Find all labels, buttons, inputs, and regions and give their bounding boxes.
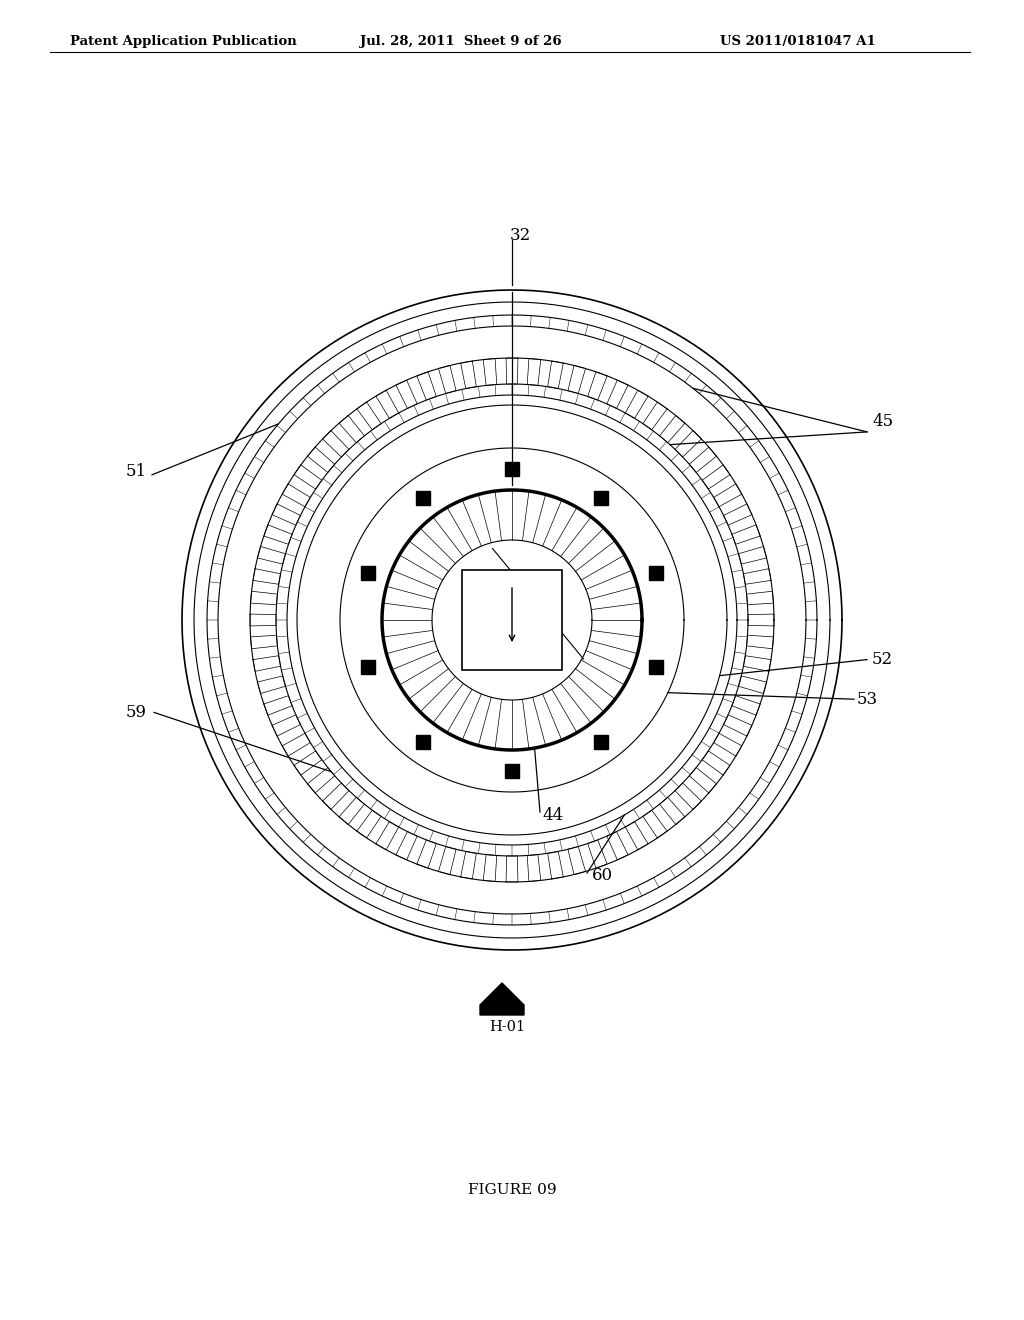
Polygon shape [307, 447, 335, 473]
Text: H-01: H-01 [488, 1020, 525, 1034]
Polygon shape [257, 546, 286, 564]
Bar [505, 764, 519, 777]
Polygon shape [283, 734, 310, 756]
Polygon shape [294, 751, 322, 775]
Polygon shape [250, 614, 276, 626]
Bar [594, 491, 608, 504]
Polygon shape [568, 366, 586, 393]
Polygon shape [746, 635, 773, 648]
Polygon shape [702, 465, 730, 488]
Polygon shape [251, 635, 278, 648]
Polygon shape [714, 734, 741, 756]
Polygon shape [272, 504, 300, 525]
Polygon shape [506, 855, 518, 882]
Polygon shape [689, 767, 717, 793]
Polygon shape [607, 380, 628, 408]
Text: 53: 53 [857, 690, 879, 708]
Polygon shape [527, 359, 541, 385]
Polygon shape [738, 546, 767, 564]
Polygon shape [607, 832, 628, 859]
Bar [462, 570, 562, 671]
Text: 32: 32 [509, 227, 530, 243]
Polygon shape [461, 851, 476, 879]
Bar [594, 735, 608, 750]
Polygon shape [748, 614, 774, 626]
Polygon shape [323, 430, 349, 457]
Polygon shape [746, 591, 773, 605]
Bar [416, 735, 430, 750]
Text: FIGURE 09: FIGURE 09 [468, 1183, 556, 1197]
Polygon shape [724, 504, 752, 525]
Text: 59: 59 [126, 704, 147, 721]
Bar [361, 566, 376, 581]
Polygon shape [339, 797, 365, 825]
Bar [505, 462, 519, 477]
Polygon shape [732, 696, 760, 715]
Polygon shape [732, 525, 760, 544]
Polygon shape [659, 416, 685, 442]
Polygon shape [483, 854, 497, 882]
Polygon shape [438, 846, 456, 875]
Polygon shape [294, 465, 322, 488]
Polygon shape [626, 821, 648, 850]
Polygon shape [588, 372, 607, 400]
Polygon shape [339, 416, 365, 442]
Polygon shape [702, 751, 730, 775]
Text: 45: 45 [872, 413, 893, 430]
Polygon shape [376, 821, 398, 850]
Polygon shape [251, 591, 278, 605]
Polygon shape [659, 797, 685, 825]
Polygon shape [743, 656, 771, 672]
Polygon shape [689, 447, 717, 473]
Polygon shape [307, 767, 335, 793]
Bar [648, 566, 663, 581]
Polygon shape [253, 656, 281, 672]
Polygon shape [738, 676, 767, 693]
Polygon shape [323, 783, 349, 809]
Polygon shape [588, 840, 607, 869]
Text: US 2011/0181047 A1: US 2011/0181047 A1 [720, 36, 876, 48]
Polygon shape [675, 430, 701, 457]
Bar [648, 660, 663, 673]
Polygon shape [417, 840, 436, 869]
Polygon shape [527, 854, 541, 882]
Polygon shape [743, 569, 771, 585]
Polygon shape [376, 391, 398, 418]
Polygon shape [643, 810, 667, 838]
Polygon shape [357, 403, 381, 430]
Polygon shape [272, 715, 300, 737]
Bar [416, 491, 430, 504]
Polygon shape [675, 783, 701, 809]
Polygon shape [396, 380, 417, 408]
Polygon shape [396, 832, 417, 859]
Polygon shape [264, 696, 292, 715]
Polygon shape [417, 372, 436, 400]
Polygon shape [714, 484, 741, 507]
Text: 60: 60 [592, 866, 613, 883]
Polygon shape [264, 525, 292, 544]
Polygon shape [253, 569, 281, 585]
Polygon shape [382, 490, 642, 750]
Polygon shape [357, 810, 381, 838]
Polygon shape [548, 360, 563, 388]
Polygon shape [283, 484, 310, 507]
Text: Patent Application Publication: Patent Application Publication [70, 36, 297, 48]
Polygon shape [480, 983, 524, 1015]
Polygon shape [548, 851, 563, 879]
Polygon shape [506, 358, 518, 384]
Bar [361, 660, 376, 673]
Text: 44: 44 [542, 807, 563, 824]
Text: 52: 52 [872, 651, 893, 668]
Polygon shape [483, 359, 497, 385]
Polygon shape [568, 846, 586, 875]
Text: 51: 51 [126, 463, 147, 480]
Text: Jul. 28, 2011  Sheet 9 of 26: Jul. 28, 2011 Sheet 9 of 26 [360, 36, 561, 48]
Polygon shape [461, 360, 476, 388]
Polygon shape [643, 403, 667, 430]
Polygon shape [257, 676, 286, 693]
Polygon shape [724, 715, 752, 737]
Polygon shape [438, 366, 456, 393]
Polygon shape [626, 391, 648, 418]
